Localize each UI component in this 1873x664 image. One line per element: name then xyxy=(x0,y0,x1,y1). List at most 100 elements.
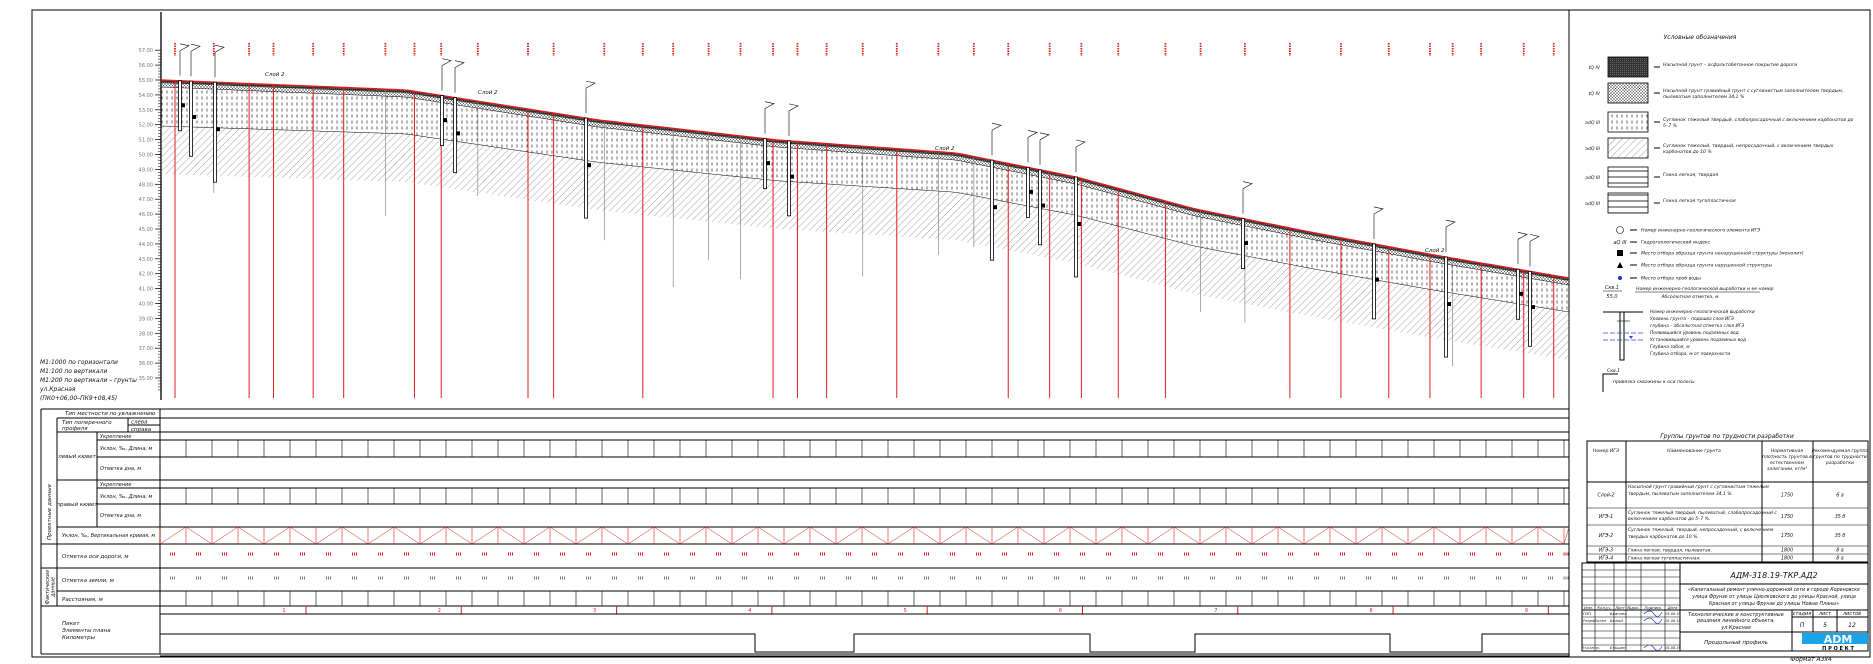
signature-icon xyxy=(1643,617,1663,624)
staff-role: ГИП xyxy=(1583,611,1591,616)
axis-tick-label: 57.00 xyxy=(139,48,153,54)
symbol-description: Место отбора образца грунта ненарушенной… xyxy=(1641,251,1804,257)
monolith-sample-square-icon xyxy=(1519,291,1523,296)
soil-name: Глина легкая, твердая, пылеватая. Глина л… xyxy=(1628,548,1712,554)
staff-name: Белый xyxy=(1610,618,1623,623)
grade-line xyxy=(159,526,187,545)
borehole-flag-icon xyxy=(214,44,225,53)
profile-area xyxy=(160,43,1570,398)
grade-line xyxy=(237,526,265,545)
axis-tick-label: 50.00 xyxy=(139,153,153,159)
soil-description: Глина легкая тугопластичная xyxy=(1663,198,1736,204)
monolith-sample-square-icon xyxy=(443,118,447,123)
staff-role: Н.контр. xyxy=(1583,645,1600,650)
grade-line xyxy=(991,526,1019,545)
borehole-flag-icon xyxy=(190,43,201,52)
soil-density: 1750 xyxy=(1781,533,1793,539)
soil-table-header-line: естественном xyxy=(1770,461,1804,466)
borehole-flag-icon xyxy=(764,101,775,109)
soil-group: 8 а xyxy=(1836,556,1844,562)
borehole-scheme-icon xyxy=(1603,311,1645,361)
picket-number: 6 xyxy=(1059,608,1062,614)
monolith-sample-square-icon xyxy=(766,161,770,166)
borehole-note: Глубина забоя, м xyxy=(1650,344,1690,350)
monolith-sample-square-icon xyxy=(192,114,196,119)
monolith-sample-square-icon xyxy=(993,205,997,210)
axis-tick-label: 45.00 xyxy=(139,227,153,233)
soil-ige-number: Слой-2 xyxy=(1597,493,1614,499)
note-line: М1:100 по вертикали xyxy=(40,368,107,375)
grade-line xyxy=(211,526,239,545)
soil-group: 6 а xyxy=(1836,493,1844,499)
soil-table-header-line: Рекомендуемая группа xyxy=(1812,448,1869,454)
grade-line xyxy=(1485,526,1513,545)
grade-line xyxy=(1355,526,1383,545)
borehole-flag-icon xyxy=(179,43,190,52)
soil-table-header: Номер ИГЭНомер ИГЭ xyxy=(1593,448,1620,454)
picket-number: 3 xyxy=(593,608,596,614)
soil-table-title: Группы грунтов по трудности разработки xyxy=(1660,433,1794,440)
soil-index: adQ III xyxy=(1585,146,1601,152)
layer-boundary xyxy=(160,125,1570,313)
borehole xyxy=(1444,256,1448,358)
staff-name: Ельшин xyxy=(1610,645,1626,650)
axis-tick-label: 41.00 xyxy=(139,287,153,293)
soil-group: 35 б xyxy=(1835,533,1846,539)
soil-swatch xyxy=(1607,111,1649,133)
soil-name-line: Глина легкая тугопластичная. xyxy=(1628,556,1701,562)
soil-ige-number: ИГЭ-1 xyxy=(1599,514,1613,520)
sheet-frame xyxy=(31,9,1871,658)
axis-tick-label: 36.00 xyxy=(139,361,153,367)
sheet-name: Продольный профиль xyxy=(1704,640,1768,646)
grade-line xyxy=(393,526,421,545)
row-label-vertical-curve: Уклон, ‰, Вертикальная кривая, м xyxy=(62,533,155,539)
grade-line xyxy=(861,526,889,545)
soil-index: tQ IV xyxy=(1589,91,1601,97)
grade-line xyxy=(1563,526,1570,545)
grade-line xyxy=(783,526,811,545)
axis-tick-label: 48.00 xyxy=(139,182,153,188)
title-col-header: Кол.уч. xyxy=(1597,605,1611,610)
grade-line xyxy=(809,526,837,545)
axis-tick-label: 55.00 xyxy=(139,78,153,84)
grade-line xyxy=(497,526,525,545)
grade-line xyxy=(835,526,863,545)
grade-line xyxy=(1147,526,1175,545)
group-label-actual: Фактическиеданные xyxy=(45,570,57,605)
title-block: Изм. Кол.уч. Лист №док. Подпись Дата ГИП Брагин… xyxy=(1581,562,1869,663)
soil-density: 1750 xyxy=(1781,514,1793,520)
monolith-sample-square-icon xyxy=(456,131,460,136)
grade-line xyxy=(913,526,941,545)
monolith-sample-square-icon xyxy=(1531,305,1535,310)
grade-line xyxy=(1407,526,1435,545)
layer-label: Слой 2 xyxy=(935,146,955,152)
monolith-sample-square-icon xyxy=(1617,250,1623,256)
ige-number-circle-icon xyxy=(1616,226,1624,234)
monolith-sample-square-icon xyxy=(1447,302,1451,307)
staff-date: 01.08.19 xyxy=(1666,612,1681,616)
monolith-sample-square-icon xyxy=(587,163,591,168)
soil-name-line: Суглинок тяжелый твердый, пылеватый, сла… xyxy=(1628,510,1777,516)
section-name: ул.Красная xyxy=(1720,625,1751,631)
axis-tick-label: 51.00 xyxy=(139,138,153,144)
note-line: ул.Красная xyxy=(39,386,76,393)
soil-description: Суглинок тяжелый твердый, слабопросадочн… xyxy=(1663,117,1854,129)
soil-name-line: включением карбонатов до 5–7 %. xyxy=(1628,516,1710,522)
row-label-ground-mark: Отметка земли, м xyxy=(62,578,114,584)
project-name: «Капитальный ремонт улично-дорожной сети… xyxy=(1688,587,1860,593)
soil-table-header: Нормативная плотность грунтов в естестве… xyxy=(1762,448,1812,472)
title-col-header: Лист xyxy=(1614,605,1625,610)
axis-tick-label: 39.00 xyxy=(139,316,153,322)
title-col-header: Подпись xyxy=(1644,605,1661,610)
grade-line xyxy=(757,526,785,545)
picket-number: 1 xyxy=(282,608,285,614)
grade-line xyxy=(1121,526,1149,545)
layer-label: Слой 2 xyxy=(1425,248,1445,254)
well-fraction-text: Абсолютная отметка, м xyxy=(1660,294,1719,300)
drawing-code: АДМ-318.19-ТКР.АД2 xyxy=(1729,571,1817,580)
axis-tick-label: 42.00 xyxy=(139,272,153,278)
layer-label: Слой 2 xyxy=(478,90,498,96)
sheets-header: листов xyxy=(1842,611,1861,617)
offset-note-label: Скв.1 xyxy=(1607,368,1620,374)
layer-boundary xyxy=(160,86,1570,286)
